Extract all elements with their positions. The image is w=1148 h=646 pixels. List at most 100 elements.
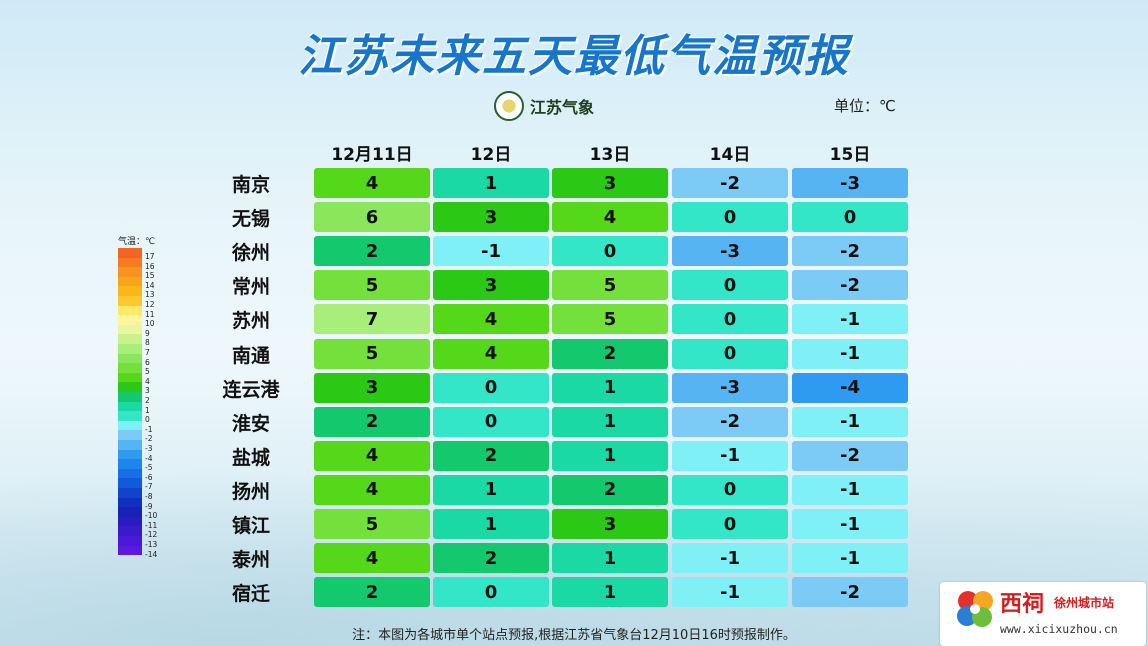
- legend-swatch: [118, 478, 142, 488]
- pinwheel-logo-icon: [957, 591, 993, 627]
- legend-swatch: [118, 440, 142, 450]
- city-label: 常州: [231, 276, 270, 299]
- temperature-cell: 2: [433, 543, 549, 574]
- legend-swatch: [118, 536, 142, 546]
- legend-swatch: [118, 468, 142, 479]
- temperature-cell: -2: [792, 270, 908, 301]
- temperature-cell: 1: [552, 440, 668, 471]
- legend-value-label: 11: [145, 309, 155, 319]
- column-header: 12日: [470, 145, 512, 165]
- temperature-cell: 4: [314, 543, 430, 574]
- xici-brand-badge[interactable]: 西祠 徐州城市站 www.xicixuzhou.cn: [940, 582, 1146, 646]
- legend-value-label: -13: [145, 540, 158, 549]
- temperature-cell: 1: [552, 577, 668, 608]
- temperature-cell: -2: [672, 406, 788, 437]
- temperature-cell: 1: [552, 543, 668, 574]
- temperature-cell: 3: [552, 509, 668, 539]
- brand-subtitle: 徐州城市站: [1054, 596, 1115, 610]
- legend-value-label: -10: [145, 511, 158, 521]
- city-label: 连云港: [222, 378, 280, 401]
- legend-swatch: [118, 401, 142, 412]
- legend-title: 气温：℃: [118, 237, 156, 247]
- city-label: 盐城: [231, 446, 270, 469]
- temperature-cell: -3: [792, 168, 908, 198]
- temperature-cell: 3: [433, 202, 549, 233]
- legend-value-label: -7: [145, 482, 153, 492]
- legend-swatch: [118, 488, 142, 498]
- temperature-cell: 0: [792, 202, 908, 233]
- legend-swatch: [118, 545, 142, 556]
- column-header: 15日: [829, 145, 871, 165]
- temperature-cell: 4: [552, 202, 668, 233]
- temperature-cell: 3: [433, 270, 549, 301]
- temperature-cell: -2: [792, 236, 908, 267]
- temperature-cell: 0: [672, 338, 788, 369]
- temperature-cell: -1: [792, 474, 908, 505]
- temperature-cell: -1: [792, 509, 908, 539]
- legend-value-label: 1: [145, 405, 150, 415]
- legend-swatch: [118, 372, 142, 383]
- temperature-cell: -1: [792, 338, 908, 369]
- temperature-cell: 2: [314, 577, 430, 608]
- legend-swatch: [118, 257, 142, 268]
- city-label: 南通: [231, 344, 270, 367]
- legend-swatch: [118, 324, 142, 335]
- legend-value-label: 0: [145, 415, 150, 425]
- legend-value-label: -2: [145, 434, 153, 444]
- city-label: 徐州: [231, 242, 270, 265]
- unit-label: 单位：℃: [834, 97, 896, 115]
- city-label: 镇江: [231, 515, 270, 537]
- temperature-cell: 0: [672, 270, 788, 301]
- temperature-cell: 0: [672, 304, 788, 335]
- legend-value-label: 16: [145, 261, 155, 271]
- temperature-cell: 7: [314, 304, 430, 335]
- temperature-cell: 1: [433, 474, 549, 505]
- temperature-cell: 3: [314, 372, 430, 403]
- legend-swatch: [118, 296, 142, 306]
- legend-value-label: -8: [145, 492, 153, 501]
- temperature-cell: 0: [433, 372, 549, 403]
- legend-swatch: [118, 344, 142, 354]
- city-label: 泰州: [231, 549, 270, 572]
- page-title: 江苏未来五天最低气温预报: [298, 31, 850, 82]
- temperature-cell: 0: [672, 474, 788, 505]
- temperature-cell: -1: [792, 543, 908, 574]
- temperature-cell: 3: [552, 168, 668, 198]
- legend-swatch: [118, 305, 142, 316]
- temperature-cell: -2: [672, 168, 788, 198]
- legend-value-label: -11: [145, 520, 158, 530]
- temperature-cell: -2: [792, 440, 908, 471]
- temperature-cell: -1: [672, 543, 788, 574]
- legend-value-label: 2: [145, 396, 150, 405]
- legend-value-label: -12: [145, 530, 158, 540]
- jiangsu-weather-logo: 江苏气象: [494, 91, 594, 121]
- temperature-cell: 6: [314, 202, 430, 233]
- temperature-cell: 5: [552, 270, 668, 301]
- weather-emblem-icon: [494, 91, 524, 121]
- temperature-cell: -2: [792, 577, 908, 608]
- legend-swatch: [118, 315, 142, 325]
- column-header: 13日: [589, 145, 631, 165]
- legend-swatch: [118, 363, 142, 373]
- legend-swatch: [118, 497, 142, 508]
- legend-value-label: 17: [145, 252, 155, 261]
- legend-value-label: 15: [145, 271, 155, 281]
- footnote: 注：本图为各城市单个站点预报,根据江苏省气象台12月10日16时预报制作。: [352, 628, 796, 643]
- legend-swatch: [118, 507, 142, 517]
- legend-value-label: 14: [145, 280, 155, 290]
- legend-value-label: -3: [145, 444, 153, 453]
- city-label: 无锡: [231, 208, 270, 231]
- temperature-cell: 5: [314, 270, 430, 301]
- temperature-cell: 0: [672, 202, 788, 233]
- legend-swatch: [118, 248, 142, 258]
- legend-value-label: 3: [145, 386, 150, 396]
- legend-swatch: [118, 392, 142, 402]
- temperature-cell: -1: [672, 440, 788, 471]
- city-label: 南京: [231, 174, 270, 196]
- temperature-cell: 2: [433, 440, 549, 471]
- temperature-cell: 4: [314, 440, 430, 471]
- legend-value-label: 12: [145, 300, 155, 309]
- temperature-cell: 2: [314, 406, 430, 437]
- city-label: 苏州: [231, 310, 270, 333]
- legend-swatch: [118, 459, 142, 469]
